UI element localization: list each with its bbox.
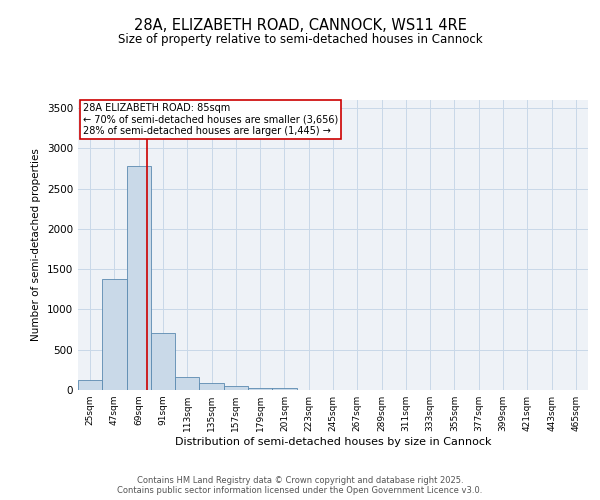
Bar xyxy=(272,388,296,390)
Bar xyxy=(102,279,127,390)
Bar xyxy=(199,383,224,390)
Bar xyxy=(248,388,272,390)
Bar xyxy=(224,386,248,390)
X-axis label: Distribution of semi-detached houses by size in Cannock: Distribution of semi-detached houses by … xyxy=(175,437,491,447)
Bar xyxy=(78,380,102,390)
Text: 28A ELIZABETH ROAD: 85sqm
← 70% of semi-detached houses are smaller (3,656)
28% : 28A ELIZABETH ROAD: 85sqm ← 70% of semi-… xyxy=(83,103,338,136)
Bar xyxy=(127,166,151,390)
Text: Contains HM Land Registry data © Crown copyright and database right 2025.
Contai: Contains HM Land Registry data © Crown c… xyxy=(118,476,482,495)
Text: Size of property relative to semi-detached houses in Cannock: Size of property relative to semi-detach… xyxy=(118,32,482,46)
Bar xyxy=(175,377,199,390)
Bar xyxy=(151,333,175,390)
Text: 28A, ELIZABETH ROAD, CANNOCK, WS11 4RE: 28A, ELIZABETH ROAD, CANNOCK, WS11 4RE xyxy=(134,18,466,32)
Y-axis label: Number of semi-detached properties: Number of semi-detached properties xyxy=(31,148,41,342)
